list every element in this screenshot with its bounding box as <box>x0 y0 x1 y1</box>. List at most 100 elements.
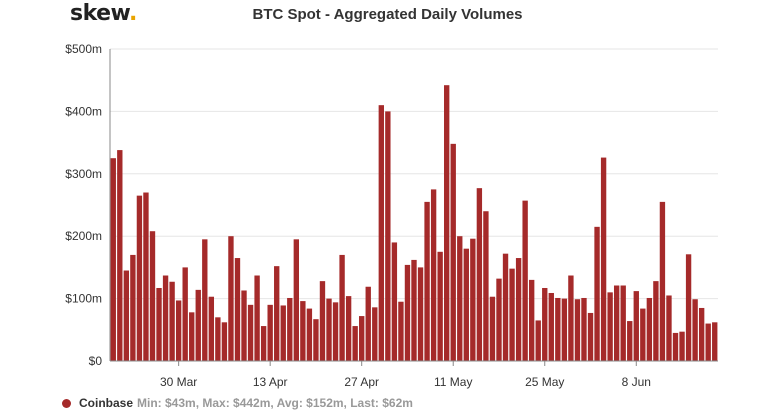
bar <box>568 275 574 361</box>
bar <box>613 285 620 361</box>
bar <box>600 157 607 361</box>
bar <box>404 264 411 361</box>
bar <box>653 281 659 361</box>
bar <box>339 254 345 361</box>
bar <box>136 195 143 361</box>
bar <box>555 297 561 361</box>
bar <box>260 326 267 361</box>
bar <box>313 319 319 361</box>
bar <box>195 289 201 361</box>
bar <box>332 302 339 361</box>
bar <box>241 290 247 361</box>
bar <box>352 326 358 361</box>
bar <box>581 297 587 361</box>
bar <box>234 258 241 361</box>
bar <box>385 111 391 362</box>
bar <box>509 268 515 361</box>
bar <box>712 322 718 361</box>
bar <box>659 201 666 361</box>
bar <box>417 267 424 361</box>
bar <box>274 266 280 361</box>
bar <box>143 192 149 361</box>
x-tick-label: 11 May <box>434 375 472 389</box>
bar <box>247 304 254 361</box>
bars <box>110 85 718 362</box>
bar <box>365 286 371 361</box>
bar <box>189 312 195 361</box>
bar <box>574 299 581 361</box>
bar <box>359 316 365 361</box>
bar <box>391 242 398 361</box>
x-tick-label: 27 Apr <box>344 375 379 389</box>
y-tick-label: $300m <box>65 167 102 181</box>
bar <box>679 331 685 361</box>
y-tick-label: $0 <box>89 354 103 368</box>
bar <box>685 254 692 361</box>
bar <box>300 301 306 361</box>
logo-text: skew <box>70 1 129 26</box>
bar <box>548 292 554 361</box>
legend-series-name: Coinbase <box>79 396 134 410</box>
bar <box>267 304 273 361</box>
bar <box>463 248 469 361</box>
bar <box>149 231 156 361</box>
bar <box>594 226 600 361</box>
bar <box>522 200 528 361</box>
x-tick-label: 25 May <box>525 375 564 389</box>
x-tick-label: 13 Apr <box>253 375 288 389</box>
bar <box>175 300 182 361</box>
bar <box>319 281 326 361</box>
bar <box>130 254 136 361</box>
bar <box>561 298 568 361</box>
bar <box>496 278 502 361</box>
bar <box>666 295 672 361</box>
bar <box>228 236 234 361</box>
bar <box>444 85 450 361</box>
bar <box>411 259 417 361</box>
bar <box>123 270 130 361</box>
bar <box>430 189 437 361</box>
bar <box>254 275 260 361</box>
bar <box>221 322 228 361</box>
skew-logo: skew. <box>70 1 137 26</box>
bar <box>424 201 430 361</box>
bar <box>483 211 489 361</box>
bar <box>293 239 300 361</box>
bar <box>117 150 123 361</box>
bar <box>162 275 169 361</box>
bar <box>208 296 215 361</box>
bar <box>326 298 332 361</box>
bar <box>378 105 384 361</box>
axes: $0 $100m $200m $300m $400m $500m 30 Mar 13 Apr 2… <box>65 42 718 389</box>
y-tick-label: $200m <box>65 229 102 243</box>
bar <box>110 158 116 361</box>
bar <box>620 285 626 361</box>
bar <box>698 307 705 361</box>
legend-series-stats: Min: $43m, Max: $442m, Avg: $152m, Last:… <box>137 396 413 410</box>
bar <box>457 236 463 361</box>
x-tick-label: 30 Mar <box>160 375 197 389</box>
bar <box>627 321 633 361</box>
bar <box>306 308 313 361</box>
bar <box>705 323 711 361</box>
bar <box>542 287 548 361</box>
bar <box>528 279 535 361</box>
bar <box>633 291 639 361</box>
bar <box>450 143 456 361</box>
bar <box>182 267 188 361</box>
bar <box>202 239 208 361</box>
bar <box>502 253 509 361</box>
bar <box>672 332 679 361</box>
y-tick-label: $400m <box>65 104 102 118</box>
bar <box>489 296 496 361</box>
bar <box>640 308 646 361</box>
bar <box>607 292 613 361</box>
bar <box>587 312 594 361</box>
legend[interactable]: Coinbase Min: $43m, Max: $442m, Avg: $15… <box>62 396 413 410</box>
chart-title: BTC Spot - Aggregated Daily Volumes <box>252 6 523 23</box>
y-tick-label: $500m <box>65 42 102 56</box>
bar <box>156 287 162 361</box>
legend-swatch <box>62 398 71 408</box>
bar <box>287 297 293 361</box>
